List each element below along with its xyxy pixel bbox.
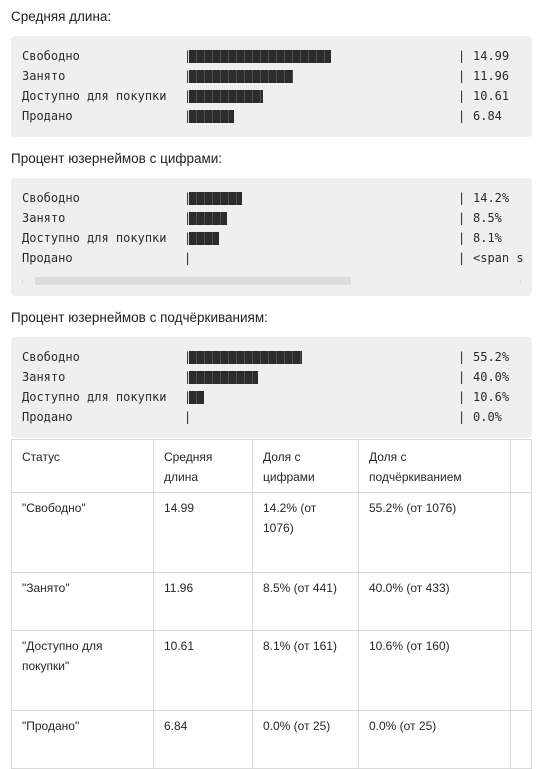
value-separator: |: [458, 350, 466, 364]
row-value: 0.0%: [473, 410, 502, 424]
bar-separator: |: [184, 69, 192, 83]
bar-separator: |: [184, 350, 192, 364]
section-heading-digits: Процент юзернеймов с цифрами:: [11, 151, 223, 166]
bar-separator: |: [184, 89, 192, 103]
table-cell: [510, 492, 532, 573]
value-separator: |: [458, 211, 466, 225]
table-cell: 11.96: [153, 572, 253, 631]
value-separator: |: [458, 49, 466, 63]
table-cell: "Продано": [11, 710, 154, 769]
bar-fill: [189, 232, 219, 245]
bar-fill: [189, 50, 331, 63]
bar-separator: |: [184, 251, 192, 265]
row-label: Свободно: [22, 191, 80, 205]
row-value: 14.99: [473, 49, 510, 63]
table-cell: "Занято": [11, 572, 154, 631]
table-cell: "Доступно для покупки": [11, 630, 154, 711]
bar-separator: |: [184, 49, 192, 63]
value-separator: |: [458, 251, 466, 265]
row-label: Доступно для покупки: [22, 89, 167, 103]
table-cell: [510, 710, 532, 769]
table-cell: [510, 630, 532, 711]
row-label: Свободно: [22, 49, 80, 63]
bar-separator: |: [184, 370, 192, 384]
bar-fill: [189, 371, 258, 384]
row-value: 10.6%: [473, 390, 510, 404]
table-cell: 0.0% (от 25): [252, 710, 359, 769]
table-cell: 10.61: [153, 630, 253, 711]
row-label: Занято: [22, 211, 66, 225]
table-cell: [510, 572, 532, 631]
table-row: "Свободно" 14.99 14.2% (от 1076) 55.2% (от …: [11, 492, 532, 573]
table-row: "Доступно для покупки" 10.61 8.1% (от 161)…: [11, 630, 532, 711]
table-cell: 10.6% (от 160): [358, 630, 511, 711]
bar-fill: [189, 70, 293, 83]
bar-fill: [189, 90, 263, 103]
scroll-right-icon[interactable]: ›: [519, 276, 522, 286]
bar-separator: |: [184, 390, 192, 404]
bar-fill: [189, 391, 204, 404]
summary-table: Статус Средняя длина Доля с цифрами Доля…: [11, 439, 532, 769]
row-value: 55.2%: [473, 350, 510, 364]
horizontal-scrollbar[interactable]: ‹ ›: [21, 274, 522, 288]
code-block-avg-length: Свободно | | 14.99 Занято | | 11.96 Доступно для…: [11, 36, 532, 137]
row-value: 8.1%: [473, 231, 502, 245]
header-underscore-share: Доля с подчёркиванием: [358, 439, 511, 493]
row-label: Свободно: [22, 350, 80, 364]
row-label: Продано: [22, 410, 73, 424]
row-value: 6.84: [473, 109, 502, 123]
table-cell: 8.5% (от 441): [252, 572, 359, 631]
row-label: Продано: [22, 109, 73, 123]
row-value: 8.5%: [473, 211, 502, 225]
scrollbar-thumb[interactable]: [35, 277, 351, 285]
section-heading-avg-length: Средняя длина:: [11, 9, 112, 24]
table-cell: 0.0% (от 25): [358, 710, 511, 769]
row-label: Продано: [22, 251, 73, 265]
table-header-row: Статус Средняя длина Доля с цифрами Доля…: [11, 439, 532, 493]
table-cell: 8.1% (от 161): [252, 630, 359, 711]
header-empty: [510, 439, 532, 493]
row-value: 10.61: [473, 89, 510, 103]
bar-separator: |: [184, 410, 192, 424]
row-value: <span s: [473, 251, 524, 265]
section-heading-underscores: Процент юзернеймов с подчёркиваниям:: [11, 310, 268, 325]
bar-separator: |: [184, 191, 192, 205]
bar-fill: [189, 212, 227, 225]
table-cell: "Свободно": [11, 492, 154, 573]
row-value: 14.2%: [473, 191, 510, 205]
value-separator: |: [458, 109, 466, 123]
table-cell: 55.2% (от 1076): [358, 492, 511, 573]
value-separator: |: [458, 191, 466, 205]
table-cell: 14.99: [153, 492, 253, 573]
header-status: Статус: [11, 439, 154, 493]
value-separator: |: [458, 370, 466, 384]
bar-fill: [189, 110, 234, 123]
row-label: Доступно для покупки: [22, 231, 167, 245]
row-label: Занято: [22, 69, 66, 83]
value-separator: |: [458, 390, 466, 404]
row-label: Занято: [22, 370, 66, 384]
header-avg-length: Средняя длина: [153, 439, 253, 493]
table-cell: 14.2% (от 1076): [252, 492, 359, 573]
bar-separator: |: [184, 109, 192, 123]
header-digits-share: Доля с цифрами: [252, 439, 359, 493]
table-cell: 40.0% (от 433): [358, 572, 511, 631]
table-row: "Занято" 11.96 8.5% (от 441) 40.0% (от 433): [11, 572, 532, 631]
value-separator: |: [458, 69, 466, 83]
row-label: Доступно для покупки: [22, 390, 167, 404]
table-row: "Продано" 6.84 0.0% (от 25) 0.0% (от 25): [11, 710, 532, 769]
row-value: 11.96: [473, 69, 510, 83]
bar-fill: [189, 192, 242, 205]
scroll-left-icon[interactable]: ‹: [21, 276, 24, 286]
table-cell: 6.84: [153, 710, 253, 769]
code-block-underscores: Свободно | | 55.2% Занято | | 40.0% Доступно для…: [11, 337, 532, 438]
value-separator: |: [458, 410, 466, 424]
row-value: 40.0%: [473, 370, 510, 384]
value-separator: |: [458, 231, 466, 245]
bar-fill: [189, 351, 302, 364]
bar-separator: |: [184, 231, 192, 245]
bar-separator: |: [184, 211, 192, 225]
code-block-digits: ‹ › Свободно | | 14.2% Занято | | 8.5% Доступно …: [11, 178, 532, 296]
value-separator: |: [458, 89, 466, 103]
